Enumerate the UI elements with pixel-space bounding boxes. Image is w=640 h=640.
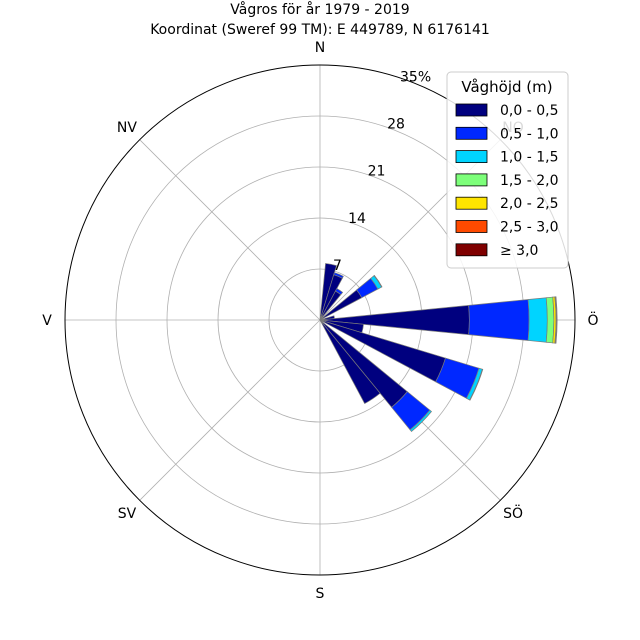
sector-6-bin-3 xyxy=(527,297,548,343)
sector-3-bin-2 xyxy=(334,288,344,296)
direction-label-v: V xyxy=(42,313,52,329)
ring-label-5: 35% xyxy=(400,69,431,85)
ring-label-3: 21 xyxy=(368,164,386,180)
legend-label-4: 1,5 - 2,0 xyxy=(500,173,558,189)
chart-title: Vågros för år 1979 - 2019 xyxy=(230,1,409,18)
sector-4-bin-4 xyxy=(373,274,383,288)
direction-label-ö: Ö xyxy=(587,311,598,329)
grid-spoke-nv xyxy=(139,139,321,321)
ring-label-2: 14 xyxy=(348,211,366,227)
direction-label-sv: SV xyxy=(118,506,137,522)
legend-label-2: 0,5 - 1,0 xyxy=(500,126,558,142)
direction-label-s: S xyxy=(316,586,325,602)
sector-9-bin-3 xyxy=(409,409,433,433)
legend: Våghöjd (m) 0,0 - 0,5 0,5 - 1,0 1,0 - 1,5 1… xyxy=(446,71,569,269)
legend-label-1: 0,0 - 0,5 xyxy=(500,103,558,119)
sector-2-bin-2 xyxy=(333,272,344,279)
ring-label-1: 7 xyxy=(333,258,342,274)
ring-label-4: 28 xyxy=(387,117,405,133)
sector-bars xyxy=(319,263,558,433)
legend-swatch-7 xyxy=(455,243,488,257)
sector-6-bin-2 xyxy=(468,299,530,341)
sector-6-bin-7 xyxy=(555,296,558,344)
chart-subtitle: Koordinat (Sweref 99 TM): E 449789, N 61… xyxy=(150,22,490,38)
legend-box xyxy=(446,71,569,269)
legend-swatch-2 xyxy=(455,126,488,140)
legend-label-7: ≥ 3,0 xyxy=(500,243,538,259)
legend-label-5: 2,0 - 2,5 xyxy=(500,196,558,212)
sector-8-bin-4 xyxy=(469,368,484,401)
sector-10-bin-1 xyxy=(319,319,381,405)
legend-swatch-6 xyxy=(455,220,488,233)
direction-label-sö: SÖ xyxy=(503,504,523,522)
legend-label-3: 1,0 - 1,5 xyxy=(500,150,558,166)
legend-swatch-4 xyxy=(455,173,488,187)
direction-label-n: N xyxy=(315,40,325,56)
sector-6-bin-4 xyxy=(545,296,555,344)
legend-label-6: 2,5 - 3,0 xyxy=(500,220,558,236)
legend-swatch-3 xyxy=(455,150,488,164)
grid-spoke-sv xyxy=(139,319,321,501)
direction-label-nv: NV xyxy=(117,120,137,136)
legend-title: Våghöjd (m) xyxy=(461,78,552,96)
outer-axis-circle xyxy=(64,64,576,576)
legend-swatch-5 xyxy=(455,196,488,210)
legend-swatch-1 xyxy=(455,103,488,117)
